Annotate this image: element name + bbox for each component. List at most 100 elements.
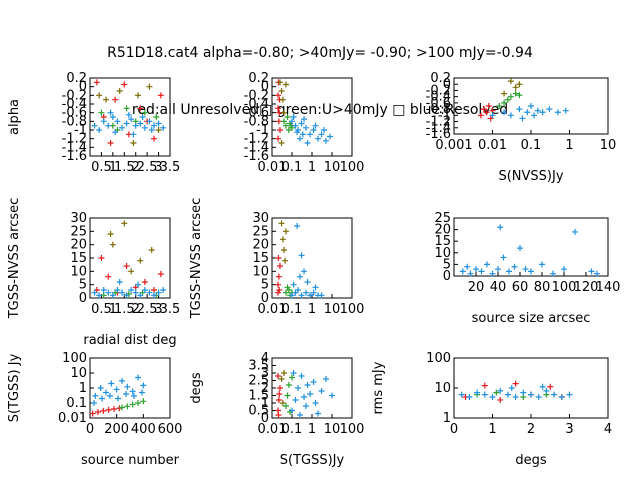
data-point-blue [528,391,534,398]
y-tick-label: -1.2 [62,132,87,147]
data-point-red [485,103,492,109]
data-point-olive [121,220,128,227]
y-tick-label: 10 [434,381,451,396]
y-tick-label: 5 [443,257,451,272]
x-tick-label: 60 [512,280,529,295]
data-point-blue [290,370,297,376]
data-point-olive [281,247,288,253]
plot-frame [453,357,609,419]
data-point-olive [278,88,285,94]
data-point-blue [528,103,534,109]
data-point-blue [299,131,306,138]
data-point-green [281,118,288,125]
data-point-blue [113,386,120,393]
data-point-blue [100,287,107,293]
data-point-olive [155,127,162,133]
data-point-green [129,401,136,408]
data-point-olive [507,78,514,85]
data-point-olive [130,140,137,146]
data-point-blue [91,400,97,406]
x-tick-label: 40 [490,280,507,295]
y-tick-label: 0 [443,77,451,92]
data-point-red [512,380,519,387]
data-point-green [123,105,130,112]
data-point-blue [141,287,148,293]
y-tick-label: 1 [79,381,87,396]
data-point-blue [546,106,553,113]
x-tick-label: 0.01 [258,422,287,437]
data-point-blue [558,394,565,401]
x-tick-label: 3.5 [160,160,181,175]
data-point-blue [307,391,314,397]
data-point-blue [100,118,107,125]
y-tick-label: 1 [443,411,451,426]
y-tick-label: -1 [438,108,451,123]
data-point-red [275,412,282,418]
data-point-green [284,114,291,120]
y-tick-label: -0.6 [62,106,87,121]
data-point-blue [312,122,319,129]
data-point-blue [464,263,471,270]
data-point-red [95,409,101,416]
data-point-blue [130,131,137,138]
plot-frame [271,217,353,299]
data-point-blue [329,392,335,399]
data-point-blue [135,281,141,288]
y-tick-label: -1 [256,123,269,138]
data-point-blue [160,124,167,131]
data-point-blue [312,284,319,291]
data-point-blue [322,137,329,144]
data-point-olive [276,79,283,86]
data-point-blue [489,394,496,401]
data-point-blue [290,281,297,288]
x-tick-label: 10 [324,302,341,317]
y-tick-label: -0.6 [426,96,451,111]
data-point-red [547,383,554,390]
data-point-green [282,289,289,296]
x-tick-label: 2.5 [137,160,158,175]
data-point-blue [140,382,147,389]
x-tick-label: 1.5 [114,160,135,175]
data-point-red [151,287,157,293]
y-tick-label: -0.4 [62,97,87,112]
data-point-blue [318,292,325,299]
y-tick-label: 10 [70,264,87,279]
data-point-blue [289,118,295,125]
data-point-blue [132,122,139,129]
x-tick-label: 400 [131,422,156,437]
data-point-blue [522,266,529,273]
x-tick-label: 1 [308,422,316,437]
data-point-green [289,374,295,381]
data-point-red [121,81,128,88]
data-point-blue [123,120,130,127]
data-point-blue [315,410,322,417]
data-point-blue [151,122,157,129]
data-point-green [285,127,292,133]
y-tick-label: -0.8 [62,114,87,129]
data-point-blue [322,376,329,382]
x-tick-label: 1.5 [114,302,135,317]
data-point-blue [327,133,334,140]
x-tick-label: 10 [324,160,341,175]
data-point-blue [516,106,523,113]
y-axis-label: degs [189,372,204,404]
data-point-red [275,397,282,403]
data-point-green [140,398,147,405]
data-point-blue [478,268,485,275]
data-point-blue [292,397,299,403]
y-tick-label: 0 [261,411,269,426]
data-point-blue [301,268,308,275]
data-point-green [284,392,291,399]
x-tick-label: 200 [104,422,129,437]
x-tick-label: 2 [527,422,535,437]
x-tick-label: 100 [552,280,577,295]
data-point-green [282,122,289,129]
y-tick-label: 20 [434,223,451,238]
data-point-olive [282,81,289,88]
data-point-blue [520,389,527,396]
data-point-blue [296,412,303,418]
data-point-blue [539,383,546,390]
y-tick-label: 0 [79,291,87,306]
y-tick-label: 15 [252,251,269,266]
